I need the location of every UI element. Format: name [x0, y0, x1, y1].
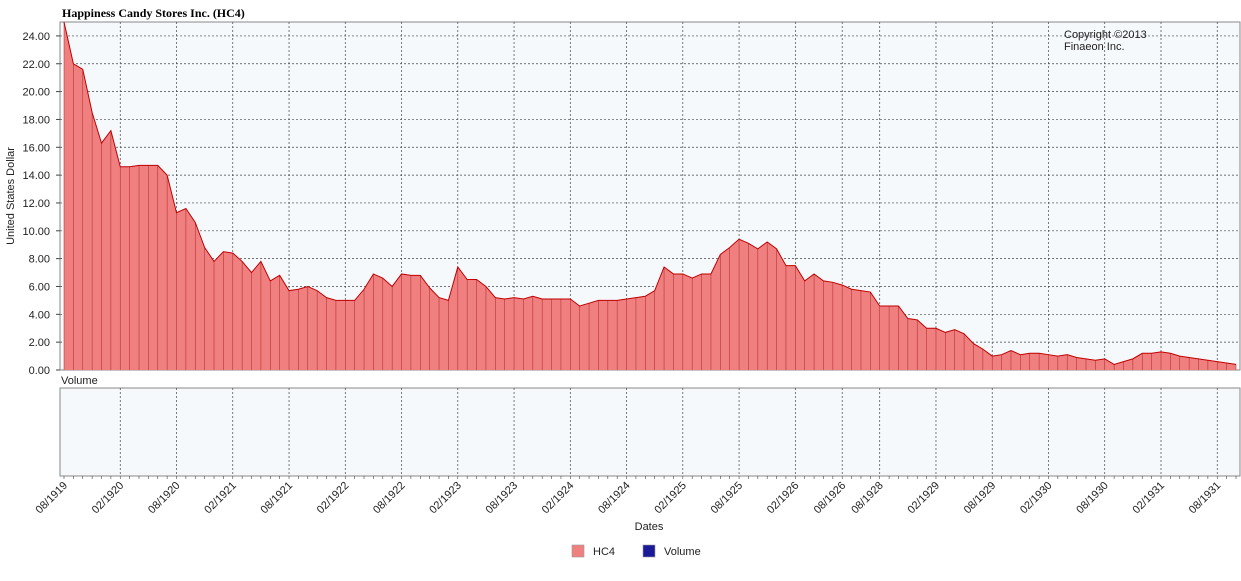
- volume-plot-area: [59, 387, 1241, 477]
- x-tick-label: 08/1921: [259, 480, 296, 517]
- x-axis-label: Dates: [635, 521, 664, 533]
- y-tick-label: 12.00: [22, 198, 50, 210]
- legend-swatch-volume: [642, 544, 656, 558]
- y-tick-label: 2.00: [29, 337, 50, 349]
- x-tick-label: 08/1925: [709, 480, 746, 517]
- y-tick-label: 16.00: [22, 142, 50, 154]
- hc4-series: [63, 21, 1237, 370]
- y-tick-label: 24.00: [22, 31, 50, 43]
- x-tick-label: 08/1922: [371, 480, 408, 517]
- x-tick-label: 02/1923: [427, 480, 464, 517]
- x-tick-label: 08/1928: [849, 480, 886, 517]
- y-tick-label: 22.00: [22, 59, 50, 71]
- hc4-line: [63, 21, 1237, 365]
- x-tick-label: 02/1922: [315, 480, 352, 517]
- x-tick-label: 08/1931: [1187, 480, 1224, 517]
- x-tick-label: 08/1929: [962, 480, 999, 517]
- y-tick-labels: 0.00 2.00 4.00 6.00 8.00 10.00 12.00 14.00 16.00…: [22, 31, 60, 377]
- chart-title: Happiness Candy Stores Inc. (HC4): [62, 6, 245, 20]
- copyright-line-1: Copyright ©2013: [1064, 29, 1147, 41]
- x-tick-label: 02/1929: [905, 480, 942, 517]
- x-tick-label: 08/1926: [812, 480, 849, 517]
- x-tick-label: 02/1930: [1018, 480, 1055, 517]
- y-tick-label: 14.00: [22, 170, 50, 182]
- x-tick-label: 02/1924: [540, 480, 577, 517]
- x-tick-label: 08/1923: [484, 480, 521, 517]
- x-tick-label: 08/1919: [34, 480, 71, 517]
- x-tick-labels: 08/1919 02/1920 08/1920 02/1921 08/1921 02/19…: [34, 476, 1237, 517]
- x-tick-label: 08/1930: [1074, 480, 1111, 517]
- x-tick-label: 02/1920: [90, 480, 127, 517]
- y-axis-label: United States Dollar: [5, 147, 17, 245]
- legend-label-hc4: HC4: [593, 546, 615, 558]
- y-tick-label: 20.00: [22, 87, 50, 99]
- y-tick-label: 4.00: [29, 309, 50, 321]
- hc4-area-fill: [64, 22, 1236, 370]
- x-gridlines: [119, 22, 1218, 370]
- y-tick-label: 6.00: [29, 281, 50, 293]
- volume-gridlines: [119, 388, 1218, 476]
- x-tick-label: 02/1926: [765, 480, 802, 517]
- y-tick-label: 18.00: [22, 114, 50, 126]
- legend-swatch-hc4: [571, 544, 585, 558]
- y-tick-label: 0.00: [29, 365, 50, 377]
- y-tick-label: 8.00: [29, 254, 50, 266]
- x-tick-label: 08/1920: [146, 480, 183, 517]
- x-tick-label: 02/1925: [652, 480, 689, 517]
- legend: HC4 Volume: [571, 544, 701, 558]
- legend-label-volume: Volume: [664, 546, 701, 558]
- x-tick-label: 08/1924: [596, 480, 633, 517]
- y-tick-label: 10.00: [22, 226, 50, 238]
- x-tick-label: 02/1931: [1131, 480, 1168, 517]
- x-tick-label: 02/1921: [202, 480, 239, 517]
- volume-panel-label: Volume: [61, 375, 98, 387]
- copyright-line-2: Finaeon Inc.: [1064, 41, 1125, 53]
